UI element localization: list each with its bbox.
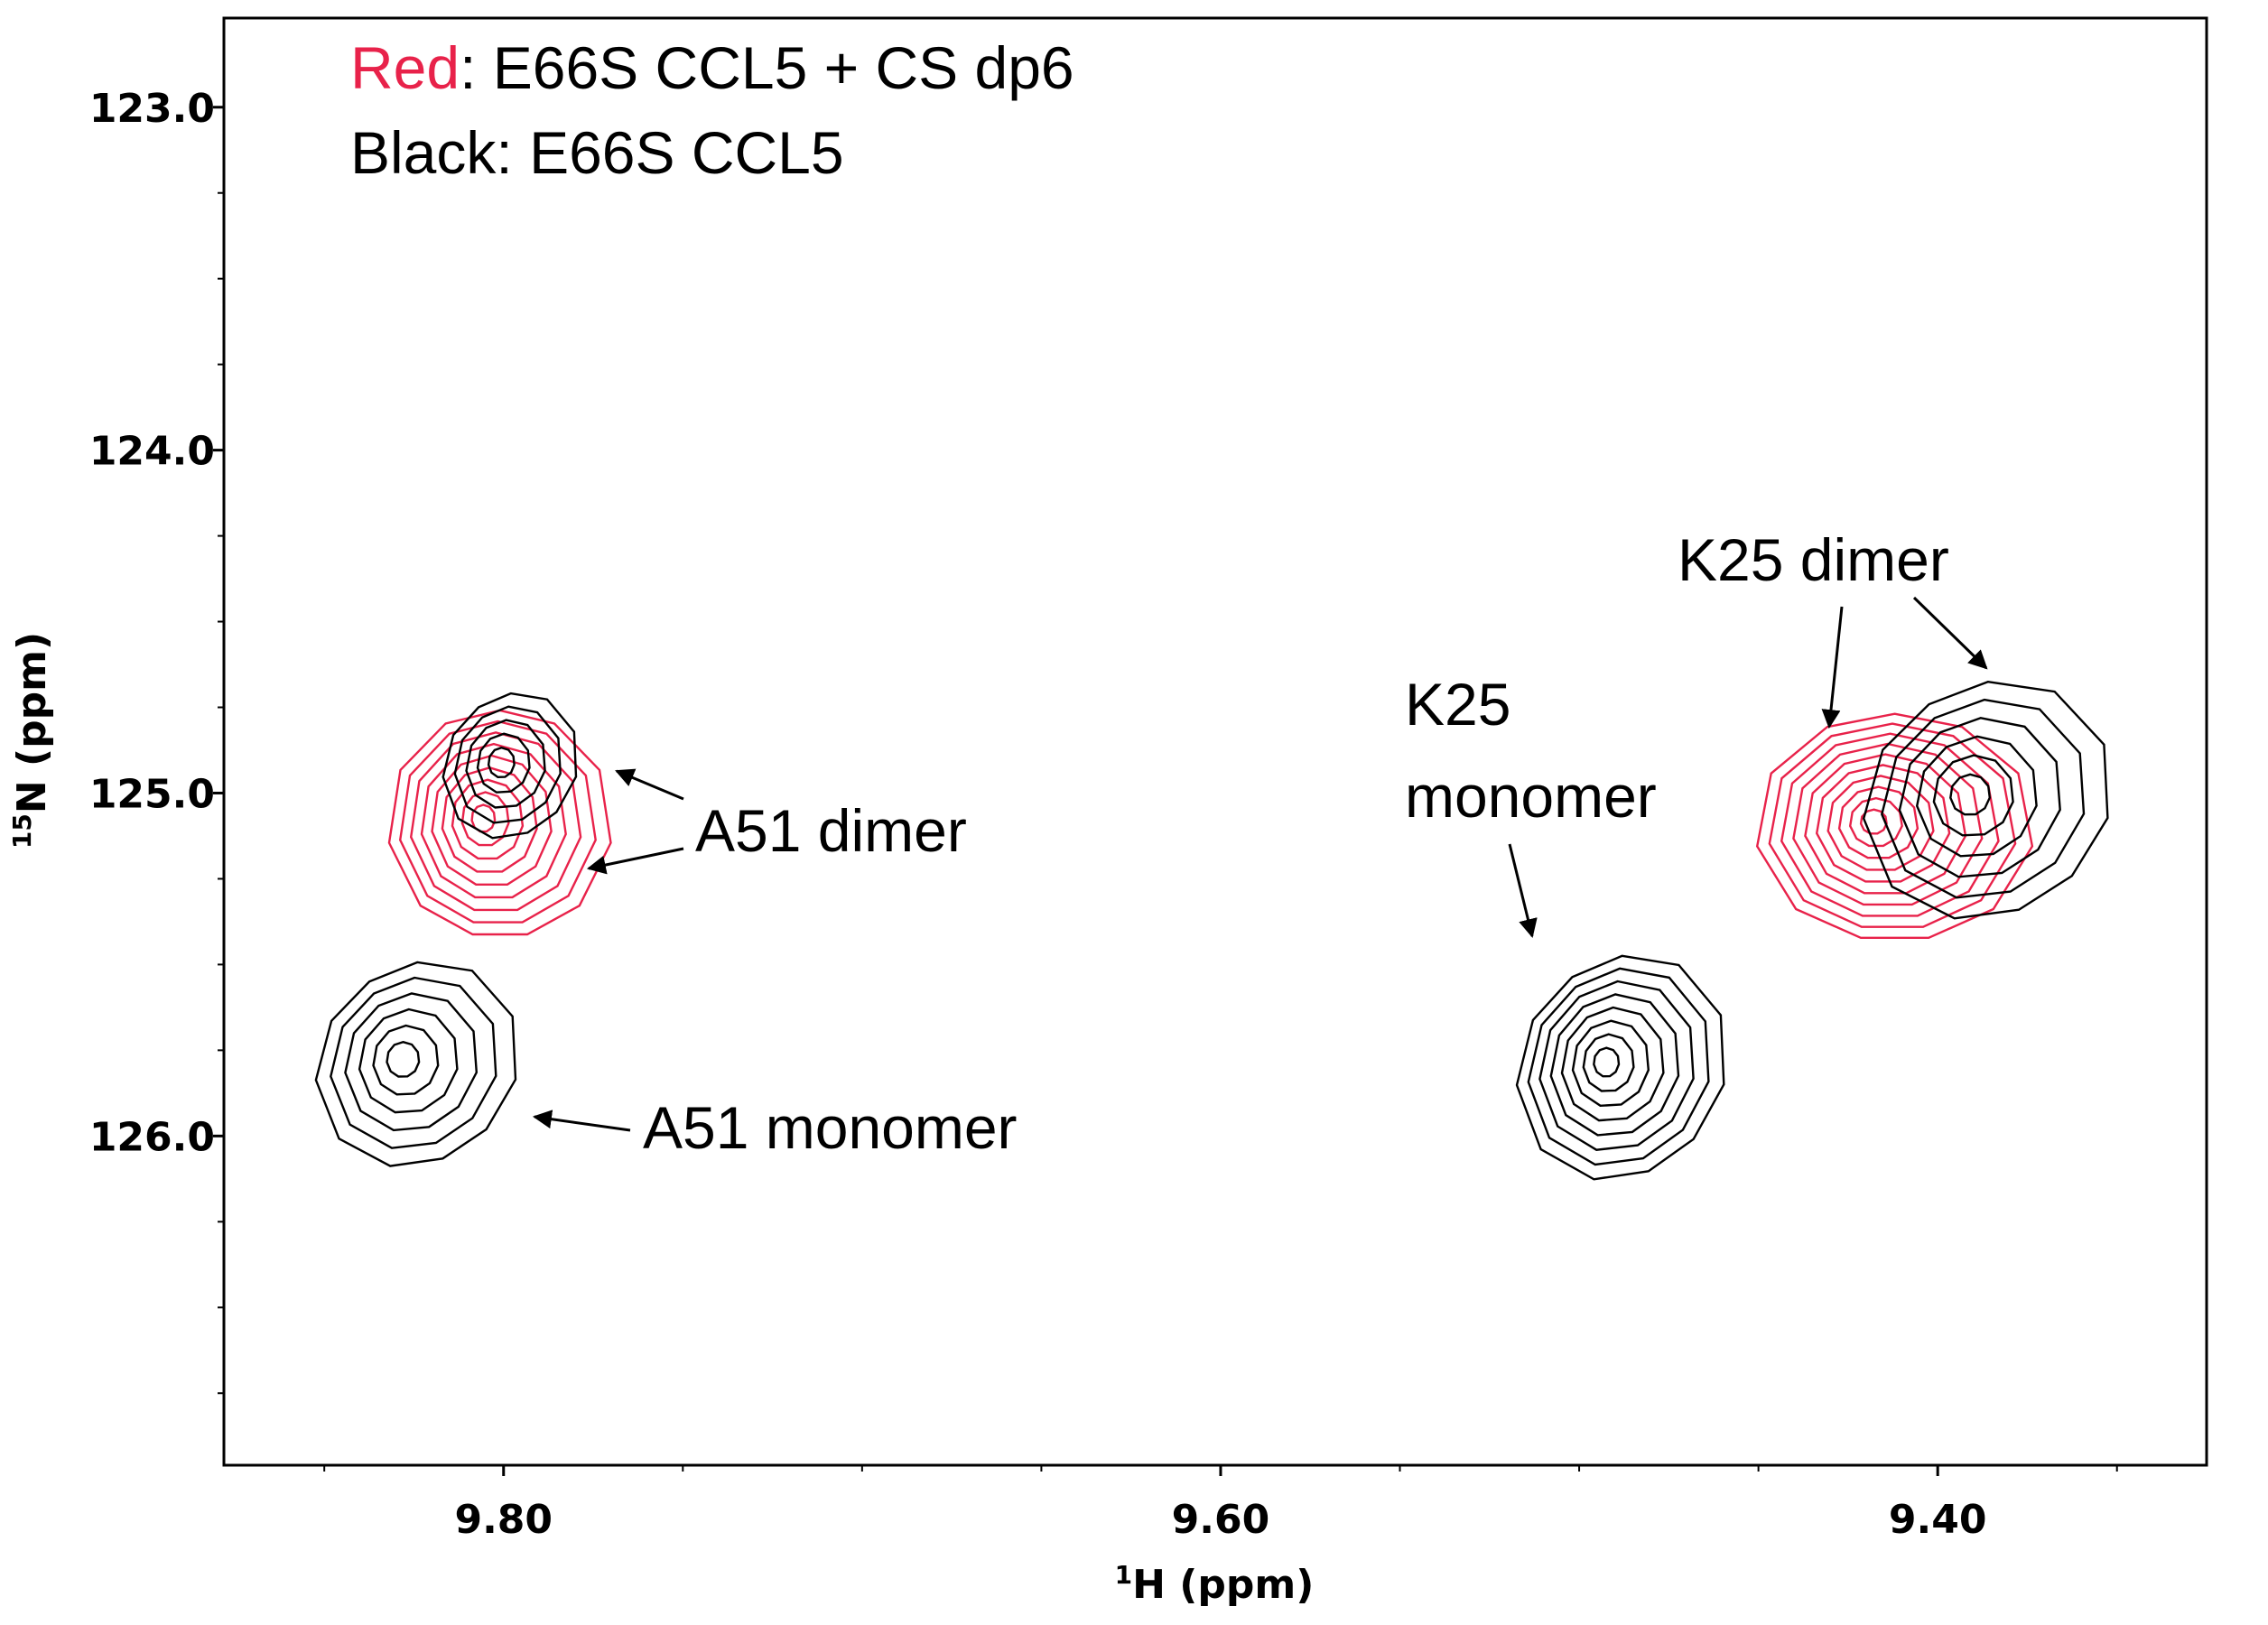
x-axis-ticks: 9.80 9.60 9.40 (323, 1465, 2118, 1543)
contour-level (1527, 967, 1710, 1166)
contour-level (1780, 732, 2000, 917)
contour-level (372, 1024, 440, 1096)
contour-level (1881, 698, 2086, 899)
contour-level (409, 731, 582, 912)
y-tick-label: 125.0 (89, 771, 215, 817)
y-axis-label-superscript: 15 (7, 813, 37, 849)
contour-series-red (387, 709, 2034, 940)
contour-level (1932, 754, 2014, 837)
y-axis-label-text: N (ppm) (9, 632, 55, 813)
contour-level (344, 992, 479, 1132)
contour-level (1826, 775, 1935, 871)
contour-level (1538, 980, 1695, 1151)
legend-entry-red: Red: E66S CCL5 + CS dp6 (350, 34, 1074, 101)
contour-level (314, 961, 517, 1167)
annotation-a51-dimer: A51 dimer (695, 797, 967, 864)
legend-black-word: Black (350, 119, 497, 186)
x-tick-label: 9.40 (1889, 1497, 1987, 1543)
peak-contour (1755, 712, 2034, 940)
contour-level (398, 720, 597, 924)
contour-level (1862, 680, 2109, 920)
contour-level (465, 719, 546, 809)
annotation-k25-monomer-line2: monomer (1405, 763, 1657, 830)
plot-frame (222, 16, 2208, 1467)
y-tick-label: 123.0 (89, 86, 215, 132)
contour-level (1848, 796, 1903, 848)
contour-series-black (314, 680, 2109, 1181)
y-axis-ticks: 123.0 124.0 125.0 126.0 (89, 86, 224, 1395)
contour-level (1582, 1033, 1635, 1092)
contour-level (1515, 954, 1725, 1181)
annotation-k25-dimer: K25 dimer (1678, 526, 1949, 593)
peak-contour (1515, 954, 1725, 1181)
y-tick-label: 124.0 (89, 429, 215, 475)
contour-level (453, 705, 562, 824)
y-axis-label: 15N (ppm) (7, 632, 55, 849)
contour-level (1949, 773, 1992, 816)
legend-red-rest: : E66S CCL5 + CS dp6 (460, 34, 1074, 101)
arrow-k25-dimer-left (1821, 606, 1844, 729)
contour-level (386, 1040, 421, 1078)
contour-level (1755, 712, 2034, 940)
legend-entry-black: Black: E66S CCL5 (350, 119, 844, 186)
contour-level (1549, 993, 1680, 1137)
x-tick-label: 9.60 (1172, 1497, 1270, 1543)
contour-level (1593, 1046, 1621, 1078)
contour-level (1898, 717, 2061, 878)
contour-level (1560, 1006, 1665, 1122)
contour-level (1837, 785, 1919, 859)
y-tick-label: 126.0 (89, 1114, 215, 1160)
annotation-a51-monomer: A51 monomer (643, 1094, 1018, 1161)
legend-black-rest: : E66S CCL5 (496, 119, 843, 186)
contour-level (431, 754, 553, 886)
arrow-a51-monomer (532, 1110, 631, 1132)
contour-level (451, 778, 525, 860)
legend: Red: E66S CCL5 + CS dp6 Black: E66S CCL5 (350, 34, 1074, 186)
arrow-a51-dimer-lower (586, 847, 684, 875)
arrow-k25-monomer (1508, 843, 1538, 939)
x-axis-label-superscript: 1 (1115, 1560, 1132, 1590)
contour-level (420, 742, 567, 899)
annotation-k25-monomer-line1: K25 (1405, 671, 1510, 738)
contour-level (387, 709, 612, 936)
contour-level (442, 692, 578, 840)
contour-layer (314, 680, 2109, 1181)
arrow-a51-dimer-upper (615, 768, 684, 801)
peak-contour (314, 961, 517, 1167)
x-axis-label: 1H (ppm) (1115, 1560, 1315, 1608)
contour-level (1815, 764, 1951, 883)
x-axis-label-text: H (ppm) (1132, 1562, 1314, 1608)
contour-level (1792, 742, 1984, 906)
contour-level (487, 746, 516, 779)
contour-level (358, 1008, 459, 1114)
contour-level (476, 732, 531, 794)
peak-contour (442, 692, 578, 840)
x-tick-label: 9.80 (454, 1497, 553, 1543)
contour-level (1915, 735, 2038, 858)
peak-contour (1862, 680, 2109, 920)
contour-level (1768, 722, 2017, 928)
arrow-k25-dimer-right (1912, 596, 1988, 670)
legend-red-word: Red (350, 34, 460, 101)
annotations: A51 dimer A51 monomer K25 monomer K25 di… (532, 526, 1988, 1161)
contour-level (330, 976, 497, 1149)
contour-level (1571, 1019, 1650, 1108)
contour-level (1859, 808, 1888, 835)
